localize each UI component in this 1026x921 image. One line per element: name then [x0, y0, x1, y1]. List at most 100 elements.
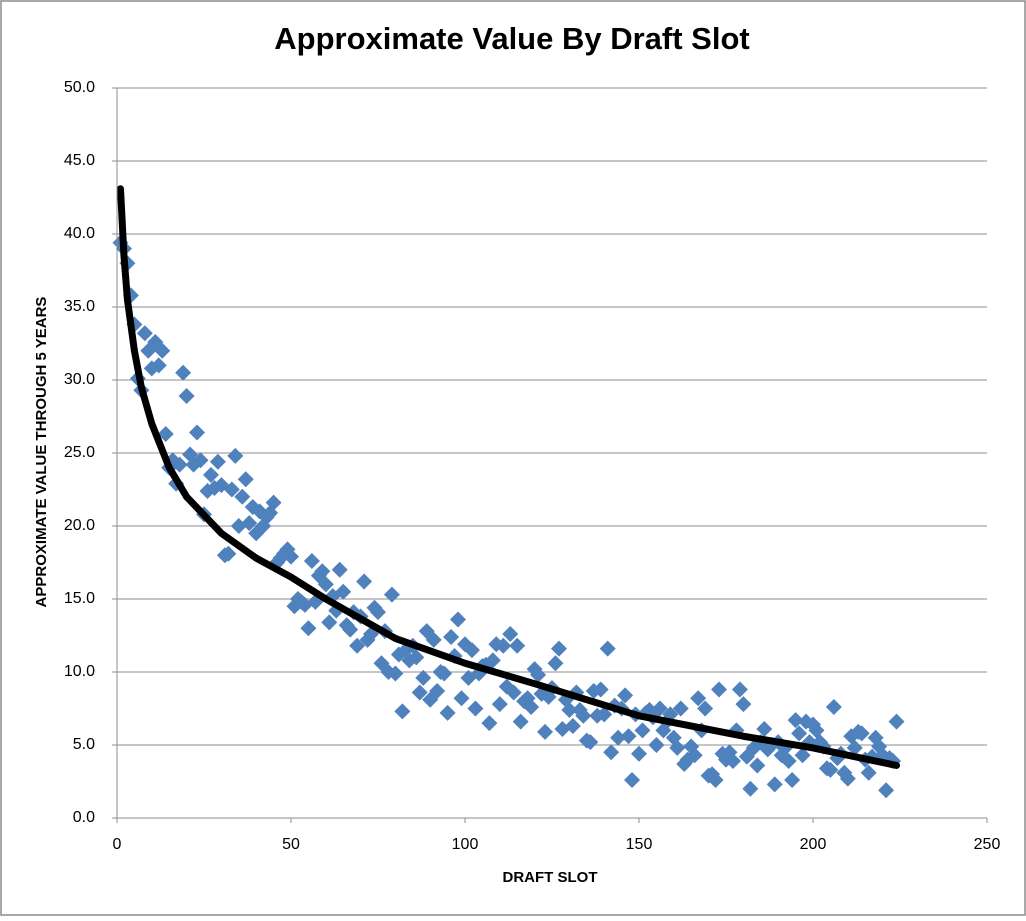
data-point: [620, 728, 637, 745]
data-point: [707, 772, 724, 789]
data-point: [634, 722, 651, 739]
data-point: [690, 690, 707, 707]
x-tick-label: 150: [626, 836, 653, 853]
y-tick-label: 20.0: [64, 517, 95, 534]
data-point: [550, 640, 567, 657]
data-point: [314, 563, 331, 580]
y-tick-label: 0.0: [73, 809, 95, 826]
data-point: [686, 747, 703, 764]
data-point: [669, 739, 686, 756]
data-point: [202, 466, 219, 483]
data-point: [547, 655, 564, 672]
plot-area: [112, 185, 905, 799]
data-point: [808, 722, 825, 739]
data-point: [342, 621, 359, 638]
data-point: [784, 772, 801, 789]
data-point: [157, 426, 174, 443]
data-point: [648, 737, 665, 753]
data-point: [265, 494, 282, 511]
data-point: [387, 665, 404, 682]
x-tick-label: 250: [974, 836, 1001, 853]
data-point: [189, 424, 206, 441]
data-point: [209, 453, 226, 470]
data-point: [300, 620, 317, 637]
data-point: [502, 626, 519, 643]
data-point: [175, 364, 192, 381]
data-point: [822, 761, 839, 778]
data-point: [853, 725, 870, 742]
data-point: [349, 637, 366, 654]
data-point: [749, 757, 766, 774]
data-point: [651, 700, 668, 717]
x-axis-title: DRAFT SLOT: [503, 869, 598, 886]
data-point: [794, 747, 811, 764]
y-tick-label: 15.0: [64, 590, 95, 607]
data-point: [509, 637, 526, 654]
data-point: [227, 447, 244, 464]
data-point: [610, 729, 627, 746]
data-point: [697, 700, 714, 717]
data-point: [537, 723, 554, 740]
data-point: [439, 704, 456, 721]
data-point: [523, 699, 540, 716]
data-point: [283, 548, 299, 565]
data-point: [564, 718, 581, 735]
data-point: [617, 687, 634, 704]
data-point: [672, 700, 689, 717]
x-tick-label: 100: [452, 836, 479, 853]
x-tick-label: 200: [800, 836, 827, 853]
data-point: [463, 642, 480, 659]
data-point: [241, 515, 258, 532]
data-point: [223, 481, 240, 498]
data-point: [136, 325, 153, 342]
data-point: [731, 681, 748, 698]
data-point: [582, 734, 599, 751]
data-point: [171, 456, 188, 473]
data-point: [220, 545, 237, 562]
y-axis-title: APPROXIMATE VALUE THROUGH 5 YEARS: [33, 297, 50, 608]
data-point: [443, 628, 460, 645]
data-point: [415, 669, 432, 686]
data-point: [436, 665, 453, 682]
data-point: [575, 707, 592, 724]
ticks: 0.0 5.0 10.0 15.0 20.0 25.0 30.0 35.0 40.0 45.0 50…: [64, 79, 1001, 853]
data-point: [724, 753, 741, 770]
y-tick-label: 10.0: [64, 663, 95, 680]
data-point: [481, 715, 498, 732]
data-point: [383, 586, 400, 603]
data-point: [839, 770, 856, 787]
data-point: [335, 583, 352, 600]
data-point: [484, 652, 501, 669]
data-point: [787, 712, 804, 729]
data-point: [878, 782, 895, 799]
data-point: [530, 666, 547, 683]
data-point: [150, 357, 167, 374]
y-tick-label: 35.0: [64, 298, 95, 315]
x-tick-label: 50: [282, 836, 300, 853]
data-point: [592, 681, 609, 698]
data-point: [237, 471, 254, 488]
data-point: [331, 561, 348, 578]
y-tick-label: 45.0: [64, 152, 95, 169]
trendline: [116, 185, 901, 769]
data-point: [126, 316, 143, 333]
data-point: [512, 713, 529, 730]
data-point: [860, 764, 877, 781]
y-tick-label: 25.0: [64, 444, 95, 461]
data-point: [742, 780, 759, 797]
y-tick-label: 40.0: [64, 225, 95, 242]
data-point: [303, 553, 320, 570]
y-tick-label: 50.0: [64, 79, 95, 96]
data-point: [192, 452, 209, 469]
data-point: [411, 684, 428, 701]
x-tick-label: 0: [113, 836, 122, 853]
data-point: [791, 725, 808, 742]
chart-title: Approximate Value By Draft Slot: [274, 21, 749, 56]
data-point: [735, 696, 752, 713]
data-point: [425, 631, 442, 648]
data-point: [599, 640, 616, 657]
data-point: [561, 701, 578, 718]
data-point: [317, 576, 334, 593]
